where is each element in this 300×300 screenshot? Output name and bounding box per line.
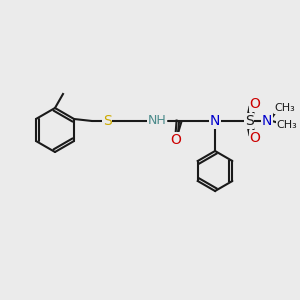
Text: S: S [103,114,111,128]
Text: O: O [250,131,260,145]
Text: CH₃: CH₃ [277,120,297,130]
Text: NH: NH [148,115,166,128]
Text: CH₃: CH₃ [275,103,296,113]
Text: N: N [262,114,272,128]
Text: N: N [210,114,220,128]
Text: O: O [171,133,182,147]
Text: S: S [245,114,254,128]
Text: O: O [250,97,260,111]
